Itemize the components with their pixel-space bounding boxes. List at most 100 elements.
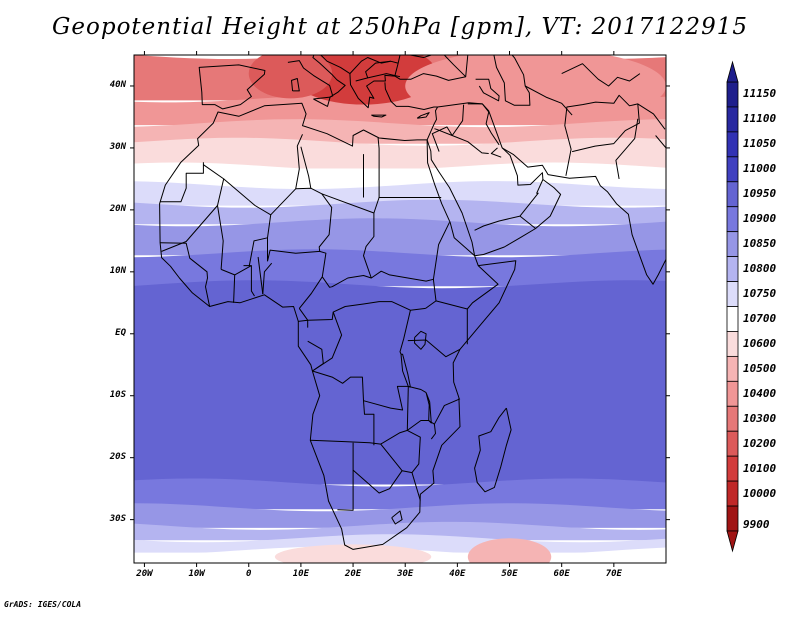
colorbar-swatch — [726, 256, 739, 282]
border-49 — [564, 94, 640, 176]
colorbar-swatch — [726, 156, 739, 183]
border-26 — [466, 265, 499, 310]
border-50 — [615, 118, 639, 179]
colorbar-swatch — [726, 355, 739, 382]
turkey-south-outline — [384, 82, 438, 110]
border-40 — [391, 510, 403, 525]
colorbar-swatch — [726, 480, 739, 507]
field-band-4 — [134, 162, 666, 188]
colorbar-swatch — [726, 206, 739, 233]
madagascar-outline — [474, 407, 512, 493]
border-36 — [407, 420, 436, 440]
lon-label: 50E — [501, 569, 518, 579]
lat-label: 20S — [109, 451, 126, 462]
colorbar — [726, 60, 739, 553]
border-51 — [637, 103, 666, 130]
iran-india-outline — [501, 61, 666, 285]
border-46 — [519, 179, 544, 217]
lon-label: 20W — [136, 569, 153, 579]
colorbar-swatch — [726, 81, 739, 108]
colorbar-label: 10600 — [743, 336, 777, 350]
border-31 — [312, 370, 364, 401]
colorbar-swatch — [726, 306, 739, 332]
border-4 — [270, 187, 333, 277]
italy-outline — [287, 55, 346, 98]
border-21 — [298, 319, 309, 328]
map-title: Geopotential Height at 250hPa [gpm], VT:… — [52, 14, 748, 40]
field-blob-1 — [248, 55, 333, 99]
border-35 — [380, 429, 421, 473]
border-53 — [355, 73, 401, 82]
lon-label: 0 — [246, 569, 252, 579]
colorbar-label: 11150 — [743, 87, 777, 101]
border-34 — [352, 469, 421, 501]
colorbar-swatch — [726, 281, 739, 307]
lat-label: 10N — [109, 265, 126, 276]
colorbar-max-arrow — [726, 60, 739, 83]
border-7 — [321, 193, 450, 282]
border-20 — [298, 301, 426, 321]
border-0 — [160, 162, 204, 203]
border-37 — [406, 386, 409, 431]
border-17 — [262, 262, 273, 295]
colorbar-label: 10900 — [743, 212, 777, 226]
lat-label: EQ — [115, 327, 126, 338]
coastlines-and-borders — [159, 55, 666, 550]
field-blob-3 — [467, 538, 552, 563]
field-band-12 — [134, 521, 666, 541]
balkan-turkey-outline — [320, 55, 469, 109]
border-6 — [300, 146, 312, 189]
colorbar-swatch — [726, 455, 739, 482]
colorbar-min-arrow — [726, 530, 739, 553]
border-52 — [655, 135, 666, 149]
colorbar-label: 11000 — [743, 162, 777, 176]
border-27 — [432, 279, 437, 301]
lat-label: 30N — [109, 141, 126, 152]
colorbar-label: 10000 — [743, 486, 777, 500]
colorbar-swatch — [726, 131, 739, 158]
border-19 — [298, 276, 323, 309]
colorbar-swatch — [726, 430, 739, 457]
field-blob-4 — [274, 544, 432, 563]
lon-label: 10E — [292, 569, 310, 579]
border-23 — [312, 311, 343, 372]
border-30 — [363, 385, 409, 446]
lon-label: 70E — [605, 569, 622, 579]
colorbar-label: 10400 — [743, 386, 777, 400]
border-3 — [223, 178, 272, 266]
field-band-3 — [134, 137, 666, 169]
border-33 — [337, 442, 354, 511]
lon-label: 10W — [188, 569, 205, 579]
border-45 — [474, 215, 536, 231]
colorbar-label: 10100 — [743, 461, 777, 475]
grads-credit: GrADS: IGES/COLA — [4, 600, 82, 609]
border-44 — [490, 147, 502, 158]
lon-label: 30E — [397, 569, 414, 579]
colorbar-label: 10950 — [743, 187, 777, 201]
field-band-9 — [134, 280, 666, 485]
field-band-11 — [134, 503, 666, 528]
border-16 — [267, 249, 320, 262]
border-9 — [377, 137, 380, 198]
colorbar-swatch — [726, 231, 739, 258]
border-28 — [407, 339, 461, 358]
cyprus — [416, 112, 430, 119]
colorbar-label: 10800 — [743, 262, 777, 276]
lat-label: 20N — [109, 203, 126, 214]
lake-victoria — [414, 330, 427, 350]
colorbar-swatch — [726, 380, 739, 407]
caspian-outline — [493, 55, 531, 106]
colorbar-swatch — [726, 106, 739, 133]
colorbar-label: 10300 — [743, 411, 777, 425]
border-47 — [431, 126, 453, 152]
plot-frame — [133, 54, 667, 564]
colorbar-label: 10700 — [743, 311, 777, 325]
colorbar-label: 9900 — [743, 517, 770, 531]
border-55 — [365, 60, 391, 79]
colorbar-label: 10500 — [743, 361, 777, 375]
axis-ticks — [130, 51, 670, 567]
lon-label: 60E — [553, 569, 570, 579]
border-29 — [408, 385, 427, 394]
colorbar-swatch — [726, 405, 739, 432]
